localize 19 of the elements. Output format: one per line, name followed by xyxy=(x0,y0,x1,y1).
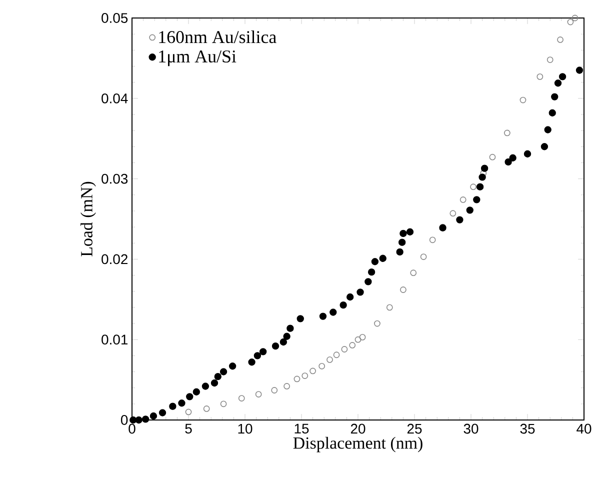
x-axis-title: Displacement (nm) xyxy=(293,436,422,452)
x-tick-label: 40 xyxy=(576,424,592,434)
y-tick-label: 0.01 xyxy=(102,334,128,345)
x-tick-label: 25 xyxy=(407,424,422,434)
legend-label: 1μm Au/Si xyxy=(159,50,236,66)
y-axis-title: Load (mN) xyxy=(80,182,96,256)
x-tick-label: 10 xyxy=(238,424,252,434)
x-tick-label: 30 xyxy=(464,424,478,434)
y-tick-label: 0.03 xyxy=(102,174,128,184)
x-tick-label: 35 xyxy=(520,424,535,434)
legend-label: 160nm Au/silica xyxy=(159,30,276,44)
x-tick-label: 5 xyxy=(185,424,192,434)
y-tick-label: 0 xyxy=(120,415,128,425)
x-tick-label: 20 xyxy=(350,424,366,434)
x-tick-label: 15 xyxy=(294,424,309,434)
y-tick-label: 0.04 xyxy=(102,93,128,104)
y-tick-label: 0.05 xyxy=(102,13,128,23)
x-tick-label: 0 xyxy=(128,424,136,434)
y-tick-label: 0.02 xyxy=(102,254,128,264)
